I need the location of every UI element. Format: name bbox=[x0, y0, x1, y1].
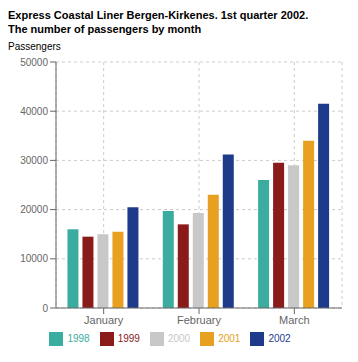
svg-text:January: January bbox=[84, 314, 124, 326]
svg-text:February: February bbox=[177, 314, 222, 326]
svg-text:20000: 20000 bbox=[20, 204, 48, 215]
html-text:Express Coastal Liner Bergen-K: Express Coastal Liner Bergen-Kirkenes. 1… bbox=[8, 9, 309, 21]
svg-text:10000: 10000 bbox=[20, 253, 48, 264]
html-text:2002: 2002 bbox=[268, 332, 291, 344]
html-text:2000: 2000 bbox=[167, 332, 191, 344]
svg-text:March: March bbox=[279, 314, 310, 326]
svg-text:30000: 30000 bbox=[20, 155, 48, 166]
html-text:Passengers: Passengers bbox=[8, 41, 61, 52]
html-text:1999: 1999 bbox=[117, 332, 140, 344]
html-text:2001: 2001 bbox=[218, 332, 241, 344]
html-text:The number of passengers by mo: The number of passengers by month bbox=[8, 23, 202, 35]
svg-text:40000: 40000 bbox=[20, 106, 48, 117]
svg-text:0: 0 bbox=[42, 303, 48, 314]
html-text:1998: 1998 bbox=[67, 332, 90, 344]
svg-text:50000: 50000 bbox=[20, 57, 48, 68]
